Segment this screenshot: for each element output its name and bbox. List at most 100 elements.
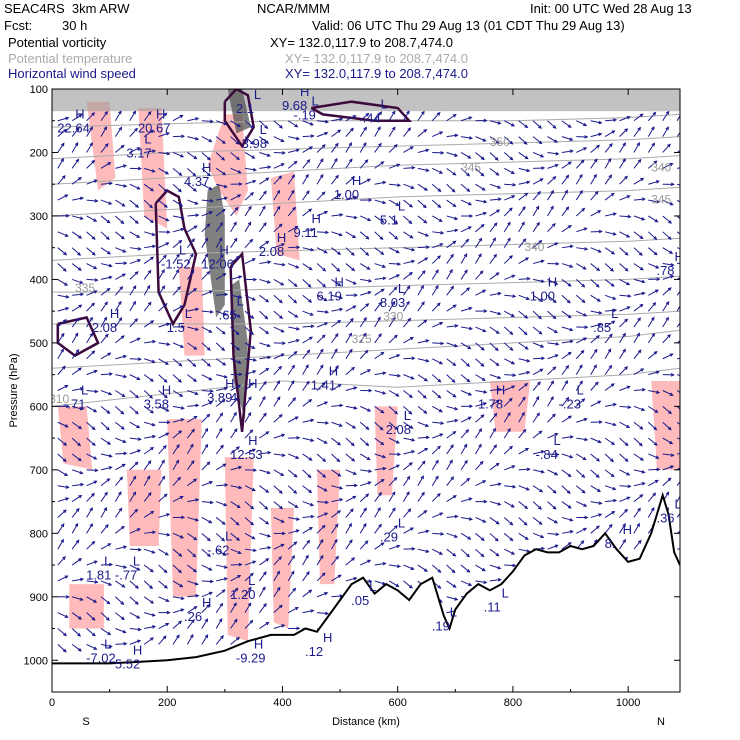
wind-vector (302, 381, 310, 391)
wind-vector (143, 199, 153, 208)
wind-vector-head (208, 401, 213, 405)
wind-vector (676, 374, 680, 377)
wind-vector (115, 526, 125, 534)
wind-vector (187, 532, 197, 541)
wind-vector (71, 263, 82, 271)
wind-vector-head (454, 133, 459, 138)
wind-vector (633, 263, 644, 271)
wind-vector (273, 263, 285, 266)
wind-vector-head (137, 437, 142, 441)
wind-vector (215, 237, 223, 248)
wind-vector-head (89, 507, 93, 512)
wind-vector (215, 152, 225, 161)
wind-vector (186, 444, 194, 455)
wind-vector-head (293, 351, 298, 355)
wind-vector-head (104, 333, 109, 338)
extremum-type-label: H (312, 211, 321, 226)
wind-vector-head (396, 163, 401, 168)
wind-vector-head (61, 175, 66, 179)
wind-vector-head (79, 597, 84, 601)
extremum-type-label: L (237, 294, 244, 309)
wind-vector-head (421, 301, 425, 306)
wind-vector (129, 491, 136, 502)
wind-vector (187, 136, 199, 140)
wind-vector-head (368, 469, 373, 473)
wind-vector-head (683, 273, 686, 276)
wind-vector (259, 326, 269, 334)
wind-vector (215, 222, 223, 233)
wind-vector-head (539, 298, 544, 302)
wind-vector-head (264, 315, 269, 320)
wind-vector-head (75, 539, 80, 544)
wind-vector-head (106, 478, 111, 482)
wind-vector-head (565, 174, 570, 179)
wind-vector-head (209, 500, 214, 505)
wind-vector (100, 580, 112, 586)
wind-vector-head (550, 205, 554, 210)
wind-vector-head (219, 602, 224, 607)
wind-vector (446, 215, 458, 220)
wind-vector-head (296, 626, 301, 631)
wind-vector (201, 253, 208, 264)
wind-vector (57, 129, 67, 137)
wind-vector (115, 183, 127, 187)
wind-vector-head (507, 427, 511, 432)
wind-vector (504, 374, 516, 376)
wind-vector-head (352, 115, 357, 119)
wind-vector-head (479, 270, 484, 275)
wind-vector-head (583, 503, 588, 507)
wind-vector-head (411, 259, 416, 264)
wind-vector-head (612, 422, 617, 427)
wind-vector-head (367, 291, 372, 295)
wind-vector-head (118, 110, 122, 115)
wind-vector-head (206, 413, 211, 418)
wind-vector (388, 390, 399, 397)
wind-vector (676, 215, 680, 220)
wind-vector-head (637, 349, 642, 354)
wind-vector (432, 215, 443, 222)
wind-vector (259, 261, 271, 265)
wind-vector (71, 333, 79, 344)
wind-vector-head (683, 426, 686, 429)
wind-vector-head (352, 305, 357, 309)
wind-vector-head (494, 156, 499, 161)
wind-vector (244, 136, 254, 145)
wind-vector (676, 421, 680, 425)
wind-vector (86, 263, 97, 270)
wind-vector (86, 437, 96, 446)
wind-vector-head (454, 406, 459, 411)
wind-vector-head (348, 142, 352, 147)
wind-vector-head (325, 500, 330, 505)
wind-vector (503, 326, 513, 335)
wind-vector (316, 612, 329, 615)
wind-vector-head (218, 427, 223, 432)
wind-vector (489, 222, 498, 233)
wind-vector-head (483, 390, 488, 394)
wind-vector-head (526, 180, 531, 185)
wind-vector-head (324, 512, 329, 516)
legend-xy-wind: XY= 132.0,117.9 to 208.7,474.0 (285, 66, 468, 81)
wind-vector-head (656, 199, 661, 204)
wind-vector (489, 209, 500, 217)
wind-vector (619, 366, 628, 375)
wind-vector (374, 333, 382, 344)
wind-vector (561, 501, 572, 509)
wind-vector (518, 120, 528, 128)
wind-vector (187, 429, 195, 439)
wind-vector-head (152, 149, 157, 153)
wind-vector-head (452, 240, 457, 245)
wind-vector (115, 612, 125, 620)
legend-field-theta: Potential temperature (8, 51, 133, 66)
wind-vector (518, 517, 528, 526)
wind-vector-head (466, 553, 470, 558)
wind-vector-head (597, 439, 602, 444)
wind-vector (144, 531, 156, 534)
wind-vector-head (685, 376, 688, 379)
wind-vector-head (581, 489, 586, 494)
wind-vector-head (670, 453, 675, 457)
wind-vector-head (276, 205, 281, 210)
wind-vector (460, 390, 472, 396)
wind-vector (460, 167, 470, 177)
wind-vector-head (163, 112, 168, 117)
wind-vector (244, 120, 254, 129)
